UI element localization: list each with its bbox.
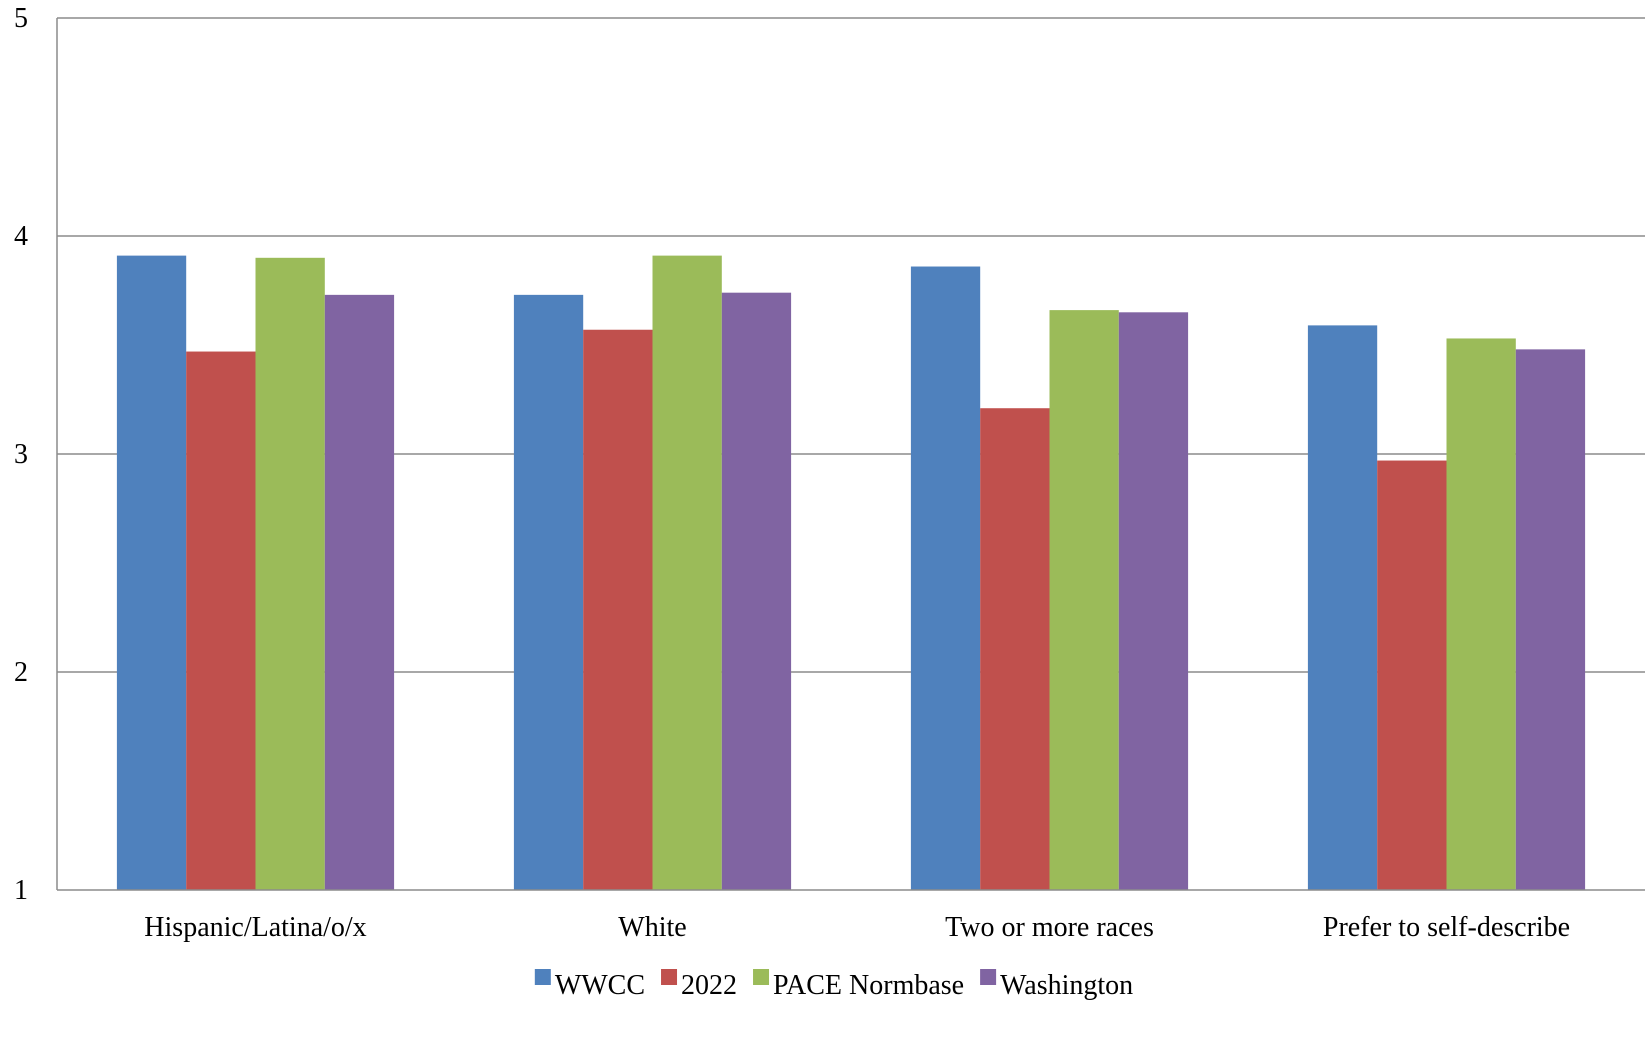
y-tick-label: 4 [14, 221, 28, 252]
legend-swatch [980, 969, 997, 985]
bar-washington [324, 294, 395, 890]
legend-item: Washington [980, 969, 1133, 1001]
bar-2022 [1377, 460, 1447, 890]
bar-2022 [980, 408, 1050, 890]
bar-pace-normbase [652, 255, 722, 890]
bar-2022 [186, 351, 256, 890]
legend-item: 2022 [661, 969, 737, 1001]
y-tick-label: 2 [14, 657, 28, 688]
bar-wwcc [116, 255, 187, 890]
y-tick-label: 5 [14, 3, 28, 34]
y-tick-label: 3 [14, 439, 28, 470]
legend-item: PACE Normbase [753, 969, 964, 1001]
bar-2022 [583, 329, 653, 890]
legend-label: 2022 [681, 970, 737, 1001]
legend-label: WWCC [555, 970, 645, 1001]
bar-pace-normbase [1446, 338, 1516, 891]
legend-swatch [753, 969, 770, 985]
y-tick-label: 1 [14, 875, 28, 906]
category-labels: Hispanic/Latina/o/x White Two or more race… [144, 912, 1570, 943]
axes [56, 18, 1645, 891]
category-label: Prefer to self-describe [1323, 912, 1570, 943]
category-label: Hispanic/Latina/o/x [144, 912, 366, 943]
legend-item: WWCC [534, 969, 645, 1001]
y-tick-labels: 1 2 3 4 5 [14, 3, 28, 906]
category-label: Two or more races [945, 912, 1154, 943]
bar-pace-normbase [255, 257, 325, 890]
bar-wwcc [513, 294, 584, 890]
legend-items: WWCC 2022 PACE Normbase Washington [534, 969, 1133, 1001]
legend-swatch [661, 969, 678, 985]
bar-washington [721, 292, 792, 890]
bar-washington [1515, 349, 1586, 890]
bar-washington [1118, 312, 1189, 890]
category-label: White [618, 912, 686, 943]
bars [116, 255, 1586, 891]
bar-wwcc [1307, 325, 1378, 890]
legend: WWCC 2022 PACE Normbase Washington [534, 969, 1133, 1001]
bar-pace-normbase [1049, 310, 1119, 890]
legend-label: PACE Normbase [773, 970, 964, 1001]
legend-swatch [534, 969, 551, 985]
bar-wwcc [910, 266, 981, 890]
legend-label: Washington [1000, 970, 1133, 1001]
